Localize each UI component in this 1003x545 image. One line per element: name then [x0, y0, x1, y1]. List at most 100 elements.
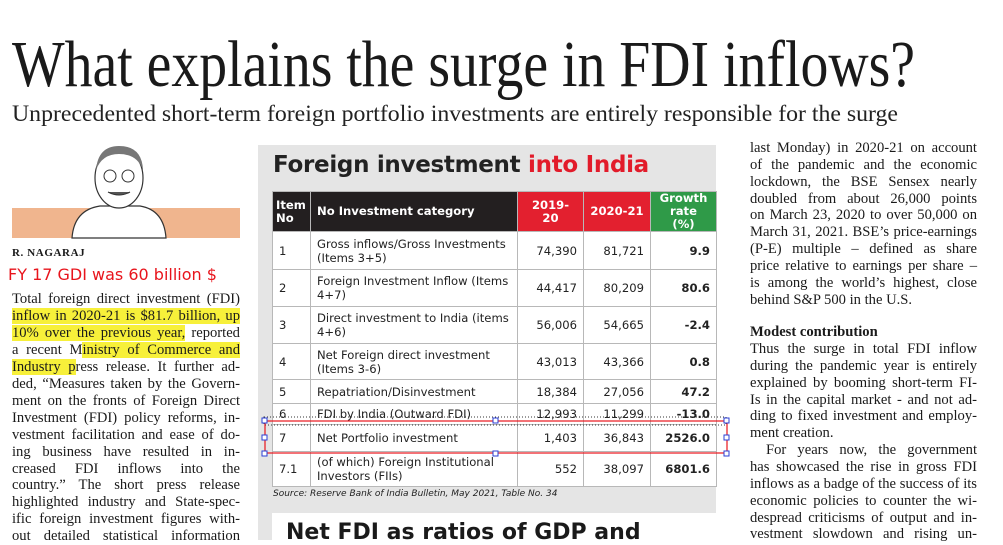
text-segment: creased FDI inflows into the — [12, 460, 240, 477]
text-line: ment creation. — [750, 425, 834, 442]
text-line: has showcased the rise in gross FDI — [750, 458, 977, 475]
text-line: a recent Ministry of Commerce and — [12, 341, 240, 359]
handles — [261, 417, 730, 457]
highlight-box — [264, 420, 728, 454]
text-line: vestment facilitation and ease of do- — [12, 427, 240, 444]
table-row: 1 Gross inflows/Gross Investments (Items … — [272, 231, 717, 270]
header-cell: 2019-20 — [517, 191, 584, 232]
table-cell: 7 — [272, 424, 311, 452]
table-row: 7.1 (of which) Foreign Institutional Inve… — [272, 451, 717, 487]
text-segment: highlighted industry and State-spec- — [12, 494, 240, 511]
headline: What explains the surge in FDI inflows? — [12, 28, 915, 101]
source-note: Source: Reserve Bank of India Bulletin, … — [273, 489, 558, 499]
text-segment: ress release. It further ad- — [75, 358, 240, 375]
portrait-glasses — [103, 169, 117, 183]
table-cell: 27,056 — [583, 379, 651, 404]
text-segment: ment on the fronts of Foreign Direct — [12, 392, 240, 409]
next-graphic-title: Net FDI as ratios of GDP and — [286, 520, 641, 545]
table-row: 2 Foreign Investment Inflow (Items 4+7) 44… — [272, 269, 717, 307]
table-cell: 54,665 — [583, 306, 651, 344]
header-cell: No Investment category — [310, 191, 518, 232]
text-line: despread criticisms of output and in- — [750, 509, 977, 526]
text-line: ing business have resulted in in- — [12, 444, 240, 461]
table-cell: 3 — [272, 306, 311, 344]
table-cell: 80,209 — [583, 269, 651, 307]
text-line: price relative to earnings per share – — [750, 257, 977, 274]
text-line: explained by booming short-term FI- — [750, 374, 977, 391]
text-line: Industry press release. It further ad- — [12, 358, 240, 376]
text-line: For years now, the government — [766, 442, 977, 459]
text-segment: ing business have resulted in in- — [12, 443, 240, 460]
graphic-title: Foreign investment into India — [273, 152, 649, 178]
header-cell: 2020-21 — [583, 191, 651, 232]
table-cell: 80.6 — [650, 269, 717, 307]
text-line: creased FDI inflows into the — [12, 461, 240, 478]
portrait-shirt — [71, 205, 167, 239]
table-cell: Foreign Investment Inflow (Items 4+7) — [310, 269, 518, 307]
table-cell: Net Foreign direct investment (Items 3-6… — [310, 343, 518, 380]
text-line: doubled from about 26,000 points — [750, 190, 977, 207]
table-cell: Direct investment to India (items 4+6) — [310, 306, 518, 344]
table-cell: (of which) Foreign Institutional Investo… — [310, 451, 518, 487]
table-cell: 552 — [517, 451, 584, 487]
table-cell: 74,390 — [517, 231, 584, 270]
text-line: lockdown, the BSE Sensex nearly — [750, 173, 977, 190]
text-line: (P-E) multiple – defined as share — [750, 241, 977, 258]
section-heading: Modest contribution — [750, 324, 878, 340]
title-main: Foreign investment — [273, 152, 521, 178]
table-cell: 43,366 — [583, 343, 651, 380]
text-line: Thus the surge in total FDI inflow — [750, 341, 977, 357]
table-row: 7 Net Portfolio investment 1,403 36,843 2526… — [272, 424, 717, 452]
table-cell: 81,721 — [583, 231, 651, 270]
table-cell: 56,006 — [517, 306, 584, 344]
subheadline: Unprecedented short-term foreign portfol… — [12, 101, 898, 126]
text-line: highlighted industry and State-spec- — [12, 494, 240, 511]
text-segment: reported — [185, 324, 240, 341]
table-cell: 5 — [272, 379, 311, 404]
text-line: ded, “Measures taken by the Govern- — [12, 376, 240, 393]
table-cell: 4 — [272, 343, 311, 380]
table-cell: 43,013 — [517, 343, 584, 380]
highlighted-text: inistry of Commerce and — [82, 341, 240, 358]
investment-table: Item No No Investment category 2019-20 2020… — [272, 191, 717, 487]
text-line: inflow in 2020-21 is $81.7 billion, up — [12, 307, 240, 325]
text-line: is among the world’s highest, close — [750, 274, 977, 291]
table-cell: Gross inflows/Gross Investments (Items 3… — [310, 231, 518, 270]
text-segment: country.” The short press release — [12, 477, 240, 494]
text-line: economic policies to counter the wi- — [750, 492, 977, 509]
portrait-hair — [96, 146, 143, 170]
table-row: 5 Repatriation/Disinvestment 18,384 27,056 4… — [272, 379, 717, 404]
text-line: Total foreign direct investment (FDI) — [12, 291, 240, 308]
text-segment: ded, “Measures taken by the Govern- — [12, 375, 240, 392]
table-cell: 36,843 — [583, 424, 651, 452]
text-line: ment on the fronts of Foreign Direct — [12, 393, 240, 410]
text-segment: out detailed statistical information — [12, 528, 240, 545]
table-cell: 7.1 — [272, 451, 311, 487]
header-cell: Item No — [272, 191, 311, 232]
text-segment: a recent M — [12, 341, 83, 358]
highlighted-text: inflow in 2020-21 is $81.7 billion, up — [12, 307, 240, 324]
text-line: out detailed statistical information — [12, 528, 240, 545]
text-line: during the pandemic year is entirely — [750, 357, 977, 374]
text-line: of the pandemic and the economic — [750, 156, 977, 173]
headline-area: What explains the surge in FDI inflows? … — [12, 28, 915, 126]
table-row: 4 Net Foreign direct investment (Items 3-… — [272, 343, 717, 380]
text-line: Investment (FDI) policy reforms, in- — [12, 410, 240, 427]
title-accent: into India — [528, 152, 649, 178]
text-line: inflows as a badge of the success of its — [750, 475, 977, 492]
text-segment: Total foreign direct investment (FDI) — [12, 291, 240, 307]
byline: R. NAGARAJ — [12, 247, 86, 259]
table-cell: Net Portfolio investment — [310, 424, 518, 452]
text-line: country.” The short press release — [12, 477, 240, 494]
text-line: behind S&P 500 in the U.S. — [750, 291, 913, 308]
text-line: ific foreign investment figures with- — [12, 511, 240, 528]
annotation: FY 17 GDI was 60 billion $ — [8, 265, 217, 284]
table-cell: -2.4 — [650, 306, 717, 344]
table-cell: 38,097 — [583, 451, 651, 487]
highlighted-text: Industry p — [12, 358, 76, 375]
text-line: on March 23, 2020 to over 50,000 on — [750, 207, 977, 224]
table-cell: 6801.6 — [650, 451, 717, 487]
text-line: Is in the capital market - and not ad- — [750, 391, 977, 408]
portrait-moustache — [107, 191, 131, 196]
table-cell: 1 — [272, 231, 311, 270]
